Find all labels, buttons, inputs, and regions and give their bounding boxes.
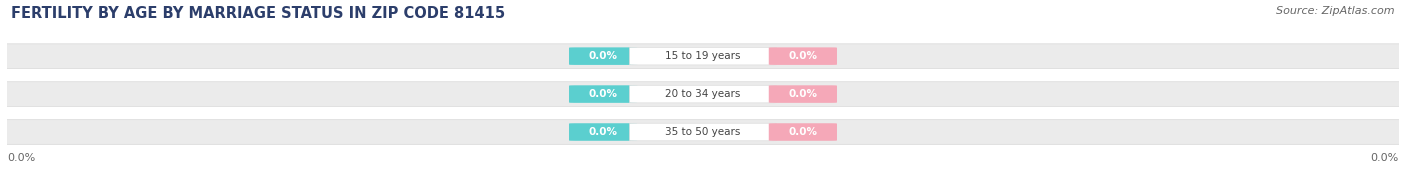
FancyBboxPatch shape: [569, 123, 637, 141]
Text: 0.0%: 0.0%: [1371, 153, 1399, 163]
Text: 15 to 19 years: 15 to 19 years: [665, 51, 741, 61]
FancyBboxPatch shape: [0, 82, 1406, 106]
Text: 0.0%: 0.0%: [789, 127, 817, 137]
FancyBboxPatch shape: [0, 120, 1406, 144]
Text: 0.0%: 0.0%: [789, 51, 817, 61]
FancyBboxPatch shape: [769, 123, 837, 141]
FancyBboxPatch shape: [569, 85, 637, 103]
Text: 0.0%: 0.0%: [589, 89, 617, 99]
FancyBboxPatch shape: [630, 47, 776, 65]
FancyBboxPatch shape: [630, 123, 776, 141]
Text: 0.0%: 0.0%: [589, 127, 617, 137]
Text: 0.0%: 0.0%: [7, 153, 35, 163]
FancyBboxPatch shape: [569, 47, 637, 65]
FancyBboxPatch shape: [769, 47, 837, 65]
Text: 20 to 34 years: 20 to 34 years: [665, 89, 741, 99]
FancyBboxPatch shape: [630, 85, 776, 103]
Text: 0.0%: 0.0%: [589, 51, 617, 61]
Text: 0.0%: 0.0%: [789, 89, 817, 99]
FancyBboxPatch shape: [769, 85, 837, 103]
Text: Source: ZipAtlas.com: Source: ZipAtlas.com: [1277, 6, 1395, 16]
Text: 35 to 50 years: 35 to 50 years: [665, 127, 741, 137]
Text: FERTILITY BY AGE BY MARRIAGE STATUS IN ZIP CODE 81415: FERTILITY BY AGE BY MARRIAGE STATUS IN Z…: [11, 6, 505, 21]
FancyBboxPatch shape: [0, 44, 1406, 68]
